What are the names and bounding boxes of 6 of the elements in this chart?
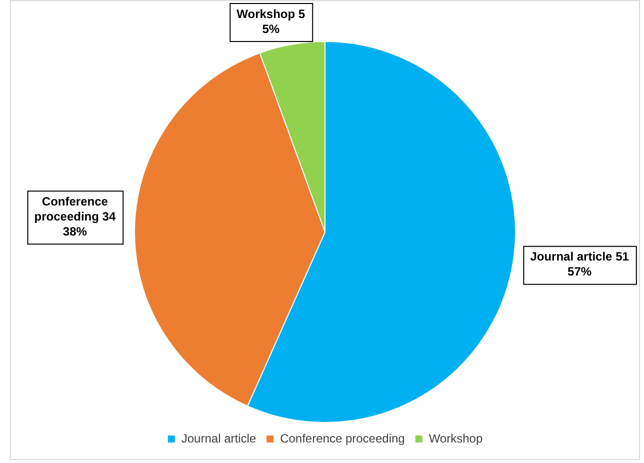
legend-label: Journal article [181, 431, 256, 446]
data-label: Journal article 51 57% [530, 250, 630, 279]
data-label: Conference proceeding 34 38% [34, 194, 116, 238]
legend-label: Workshop [428, 431, 483, 446]
legend-label: Conference proceeding [280, 431, 405, 446]
data-label: Workshop 5 5% [236, 6, 306, 36]
